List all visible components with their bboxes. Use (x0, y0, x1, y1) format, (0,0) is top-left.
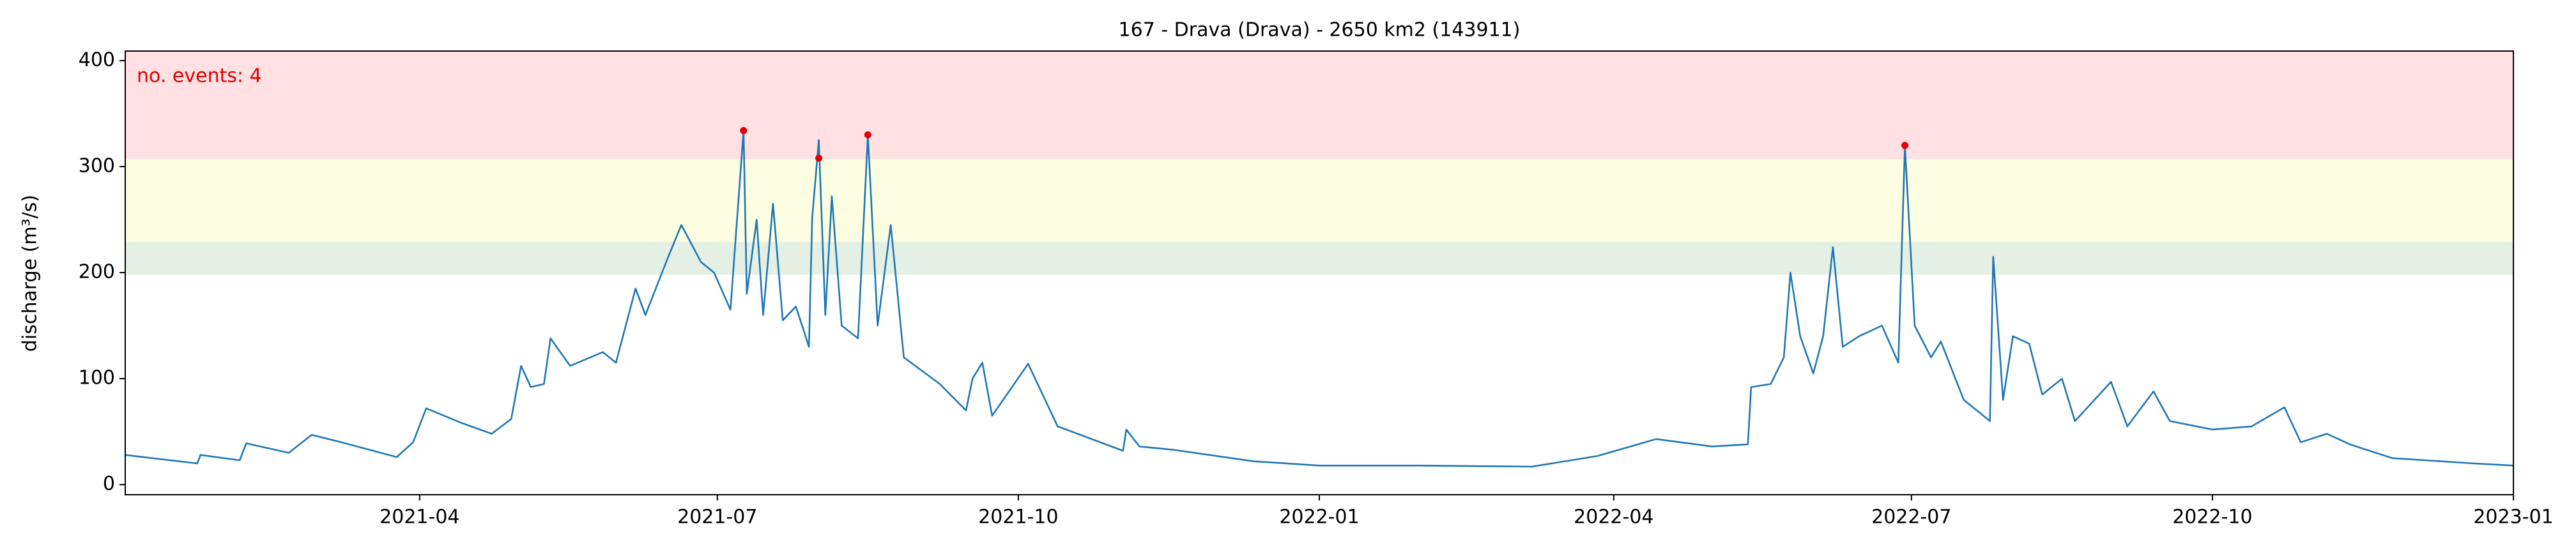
y-tick-label: 100 (79, 367, 115, 389)
y-tick-label: 300 (79, 155, 115, 177)
threshold-band (125, 159, 2513, 242)
x-tick-label: 2022-10 (2172, 506, 2252, 529)
event-point (740, 127, 747, 135)
y-tick-label: 0 (103, 473, 115, 495)
x-tick-label: 2023-01 (2473, 506, 2553, 529)
threshold-band (125, 51, 2513, 160)
annotation: no. events: 4 (137, 65, 262, 87)
discharge-line (125, 130, 2514, 468)
y-axis-label: discharge (m³/s) (19, 195, 42, 352)
event-point (1901, 142, 1909, 149)
plot-frame (125, 50, 2514, 495)
x-tick-label: 2022-07 (1871, 506, 1951, 529)
x-tick-label: 2021-10 (978, 506, 1058, 529)
y-tick-label: 400 (79, 49, 115, 71)
chart-title: 167 - Drava (Drava) - 2650 km2 (143911) (1119, 19, 1521, 41)
threshold-band (125, 241, 2513, 275)
x-tick-label: 2022-01 (1279, 506, 1359, 529)
event-point (815, 154, 823, 162)
x-tick-label: 2021-07 (677, 506, 757, 529)
x-tick-label: 2022-04 (1574, 506, 1653, 529)
y-tick-label: 200 (79, 261, 115, 283)
event-point (864, 131, 871, 139)
x-tick-label: 2021-04 (379, 506, 459, 529)
